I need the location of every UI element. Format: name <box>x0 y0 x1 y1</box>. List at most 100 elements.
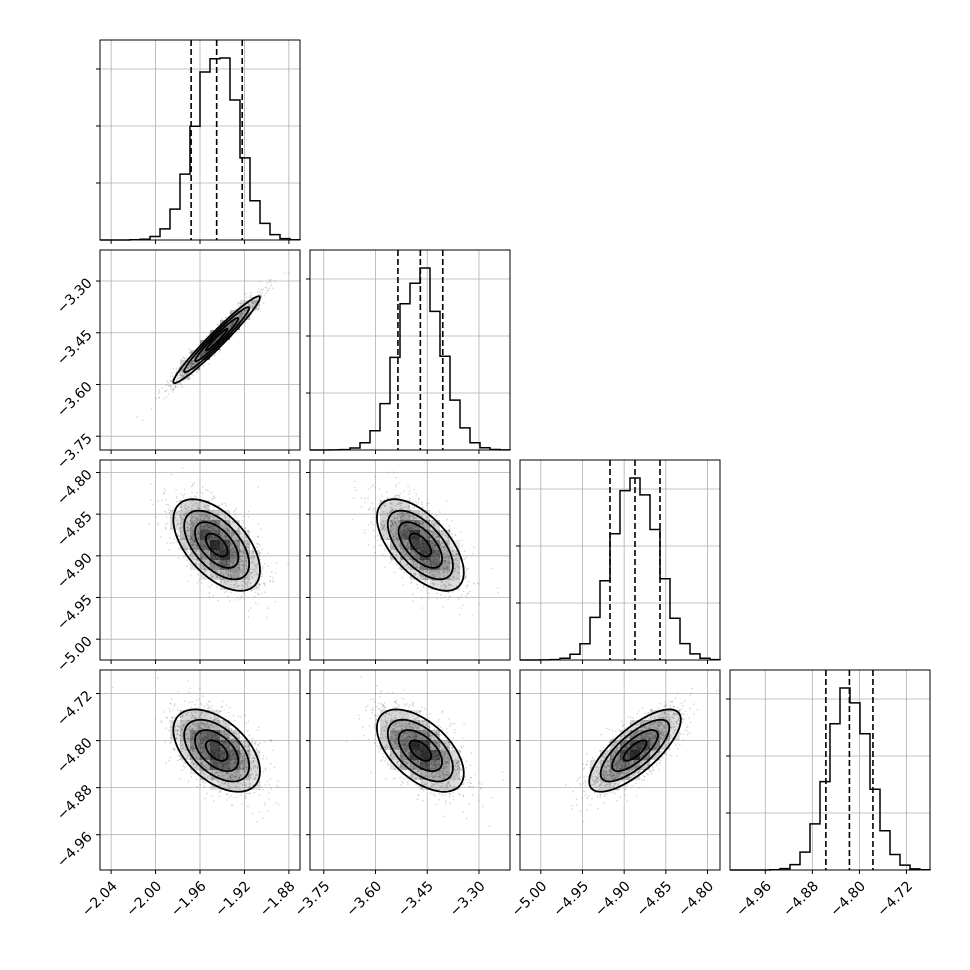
sample-point <box>420 520 422 523</box>
sample-point <box>259 552 262 554</box>
sample-point <box>193 362 196 365</box>
sample-point <box>234 775 237 778</box>
sample-point <box>192 363 195 365</box>
sample-point <box>390 526 393 528</box>
sample-point <box>408 517 411 519</box>
sample-point <box>250 557 253 559</box>
sample-point <box>189 496 192 499</box>
sample-point <box>441 542 443 545</box>
sample-point <box>420 538 422 540</box>
sample-point <box>409 515 412 518</box>
sample-point <box>192 722 194 724</box>
sample-point <box>242 560 244 563</box>
sample-point <box>414 573 417 576</box>
sample-point <box>415 553 418 556</box>
sample-point <box>206 551 208 553</box>
sample-point <box>382 524 384 527</box>
density-cell <box>380 520 390 530</box>
sample-point <box>193 540 196 542</box>
density-cell <box>400 500 410 510</box>
sample-point <box>409 570 412 573</box>
sample-point <box>180 727 182 729</box>
sample-point <box>421 597 423 600</box>
sample-point <box>402 549 405 552</box>
sample-point <box>420 569 422 572</box>
sample-point <box>209 576 212 579</box>
sample-point <box>200 713 202 715</box>
sample-point <box>438 570 440 573</box>
sample-point <box>192 515 195 518</box>
sample-point <box>204 514 206 516</box>
sample-point <box>227 574 230 576</box>
sample-point <box>255 542 258 545</box>
density-cell <box>220 560 230 570</box>
sample-point <box>226 529 229 532</box>
sample-point <box>158 391 161 393</box>
sample-point <box>166 522 169 524</box>
sample-point <box>407 554 409 557</box>
sample-point <box>184 548 186 550</box>
sample-point <box>184 749 187 751</box>
sample-point <box>230 551 232 554</box>
sample-point <box>263 294 266 297</box>
sample-point <box>239 765 242 767</box>
sample-point <box>242 563 245 566</box>
sample-point <box>263 591 266 593</box>
sample-point <box>232 549 235 551</box>
sample-point <box>410 509 413 512</box>
sample-point <box>408 507 411 510</box>
sample-point <box>170 542 172 544</box>
sample-point <box>272 579 275 581</box>
sample-point <box>189 541 191 543</box>
sample-point <box>261 292 264 294</box>
sample-point <box>202 353 204 356</box>
sample-point <box>407 547 409 549</box>
sample-point <box>258 291 261 294</box>
sample-point <box>187 580 189 583</box>
sample-point <box>412 507 415 509</box>
sample-point <box>414 552 416 554</box>
sample-point <box>201 354 203 356</box>
sample-point <box>436 592 438 595</box>
sample-point <box>412 573 415 576</box>
sample-point <box>205 556 207 559</box>
sample-point <box>176 497 178 500</box>
sample-point <box>190 365 192 368</box>
sample-point <box>452 554 454 556</box>
sample-point <box>380 507 382 510</box>
sample-point <box>231 562 233 564</box>
sample-point <box>185 511 187 514</box>
sample-point <box>182 520 184 522</box>
density-cell <box>400 520 410 530</box>
sample-point <box>390 524 393 527</box>
sample-point <box>189 365 192 368</box>
sample-point <box>435 514 437 517</box>
sample-point <box>411 516 413 518</box>
sample-point <box>444 596 447 598</box>
sample-point <box>448 525 450 527</box>
sample-point <box>239 550 242 553</box>
sample-point <box>241 551 244 554</box>
sample-point <box>218 336 221 338</box>
sample-point <box>438 571 440 574</box>
sample-point <box>224 538 227 540</box>
sample-point <box>150 483 152 485</box>
density-cell <box>240 560 250 570</box>
sample-point <box>255 301 257 303</box>
sample-point <box>421 523 424 526</box>
sample-point <box>221 571 223 574</box>
sample-point <box>241 563 244 566</box>
sample-point <box>150 499 152 501</box>
sample-point <box>448 529 450 532</box>
sample-point <box>442 567 445 570</box>
sample-point <box>196 362 198 364</box>
sample-point <box>428 526 431 528</box>
sample-point <box>229 521 232 524</box>
sample-point <box>446 567 449 569</box>
sample-point <box>208 516 210 519</box>
sample-point <box>447 536 450 539</box>
sample-point <box>260 570 263 572</box>
sample-point <box>261 568 264 570</box>
sample-point <box>177 523 180 525</box>
sample-point <box>189 528 191 530</box>
